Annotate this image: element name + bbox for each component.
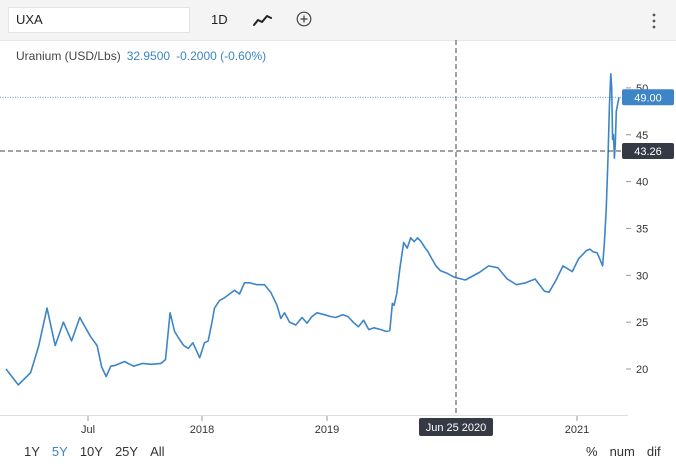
range-button-10y[interactable]: 10Y bbox=[79, 444, 103, 459]
series-legend: Uranium (USD/Lbs) 32.9500 -0.2000 (-0.60%) bbox=[16, 49, 266, 63]
price-series-line bbox=[5, 73, 620, 386]
y-axis-tick-label: 45 bbox=[636, 130, 648, 142]
legend-price: 32.9500 bbox=[126, 49, 171, 63]
crosshair-price-badge: 43.26 bbox=[622, 143, 674, 160]
top-toolbar: UXA 1D bbox=[0, 0, 676, 41]
range-button-25y[interactable]: 25Y bbox=[114, 444, 139, 459]
plus-circle-icon[interactable] bbox=[296, 11, 312, 27]
last-price-label: 49.00 bbox=[634, 92, 662, 104]
x-axis-tick-label: 2021 bbox=[565, 424, 589, 436]
y-axis-tick-label: 25 bbox=[636, 317, 648, 329]
symbol-search-input[interactable]: UXA bbox=[8, 7, 190, 33]
x-axis-tick-label: Jul bbox=[81, 424, 95, 436]
y-axis-tick-label: 35 bbox=[636, 223, 648, 235]
range-button-all[interactable]: All bbox=[150, 444, 165, 459]
y-axis-tick-label: 20 bbox=[636, 364, 648, 376]
y-axis-tick-label: 40 bbox=[636, 177, 648, 189]
crosshair-date-badge: Jun 25 2020 bbox=[419, 418, 493, 436]
range-selector: 1Y 5Y 10Y 25Y All bbox=[24, 444, 177, 459]
y-axis-tick-label: 30 bbox=[636, 270, 648, 282]
symbol-text: UXA bbox=[16, 12, 43, 27]
legend-name: Uranium (USD/Lbs) bbox=[16, 49, 121, 63]
x-axis-tick-label: 2019 bbox=[315, 424, 339, 436]
legend-change: -0.2000 (-0.60%) bbox=[176, 49, 267, 63]
crosshair-date-label: Jun 25 2020 bbox=[426, 422, 487, 434]
interval-button[interactable]: 1D bbox=[211, 12, 228, 27]
x-axis-tick-label: 2018 bbox=[190, 424, 214, 436]
scale-button-percent[interactable]: % bbox=[586, 444, 598, 459]
line-chart-icon[interactable] bbox=[252, 12, 274, 28]
last-price-badge: 49.00 bbox=[622, 89, 674, 106]
scale-button-dif[interactable]: dif bbox=[646, 444, 661, 459]
crosshair-price-label: 43.26 bbox=[634, 146, 662, 158]
scale-button-num[interactable]: num bbox=[609, 444, 635, 459]
scale-selector: % num dif bbox=[574, 444, 661, 459]
range-button-1y[interactable]: 1Y bbox=[24, 444, 40, 459]
range-button-5y[interactable]: 5Y bbox=[51, 444, 68, 459]
vertical-ellipsis-icon[interactable] bbox=[650, 12, 658, 30]
